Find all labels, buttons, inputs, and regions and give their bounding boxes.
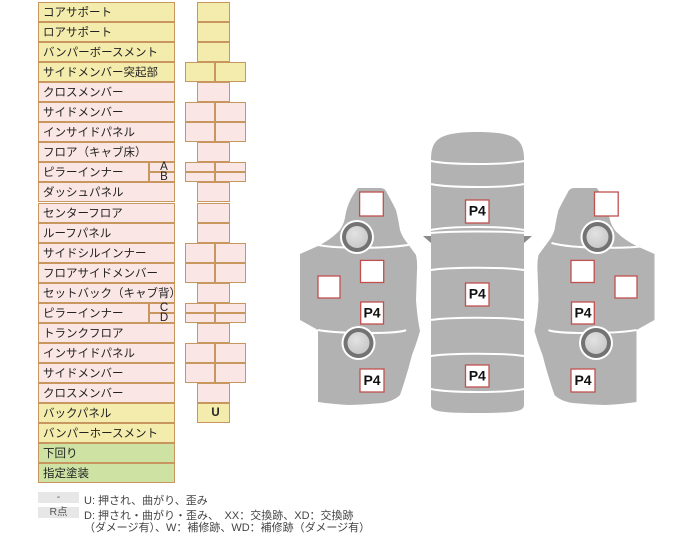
svg-text:P4: P4: [363, 305, 380, 321]
svg-text:P4: P4: [469, 286, 486, 302]
svg-text:P4: P4: [574, 372, 591, 388]
svg-text:P4: P4: [469, 203, 486, 219]
svg-text:P4: P4: [363, 372, 380, 388]
svg-text:P4: P4: [469, 368, 486, 384]
svg-text:P4: P4: [574, 305, 591, 321]
